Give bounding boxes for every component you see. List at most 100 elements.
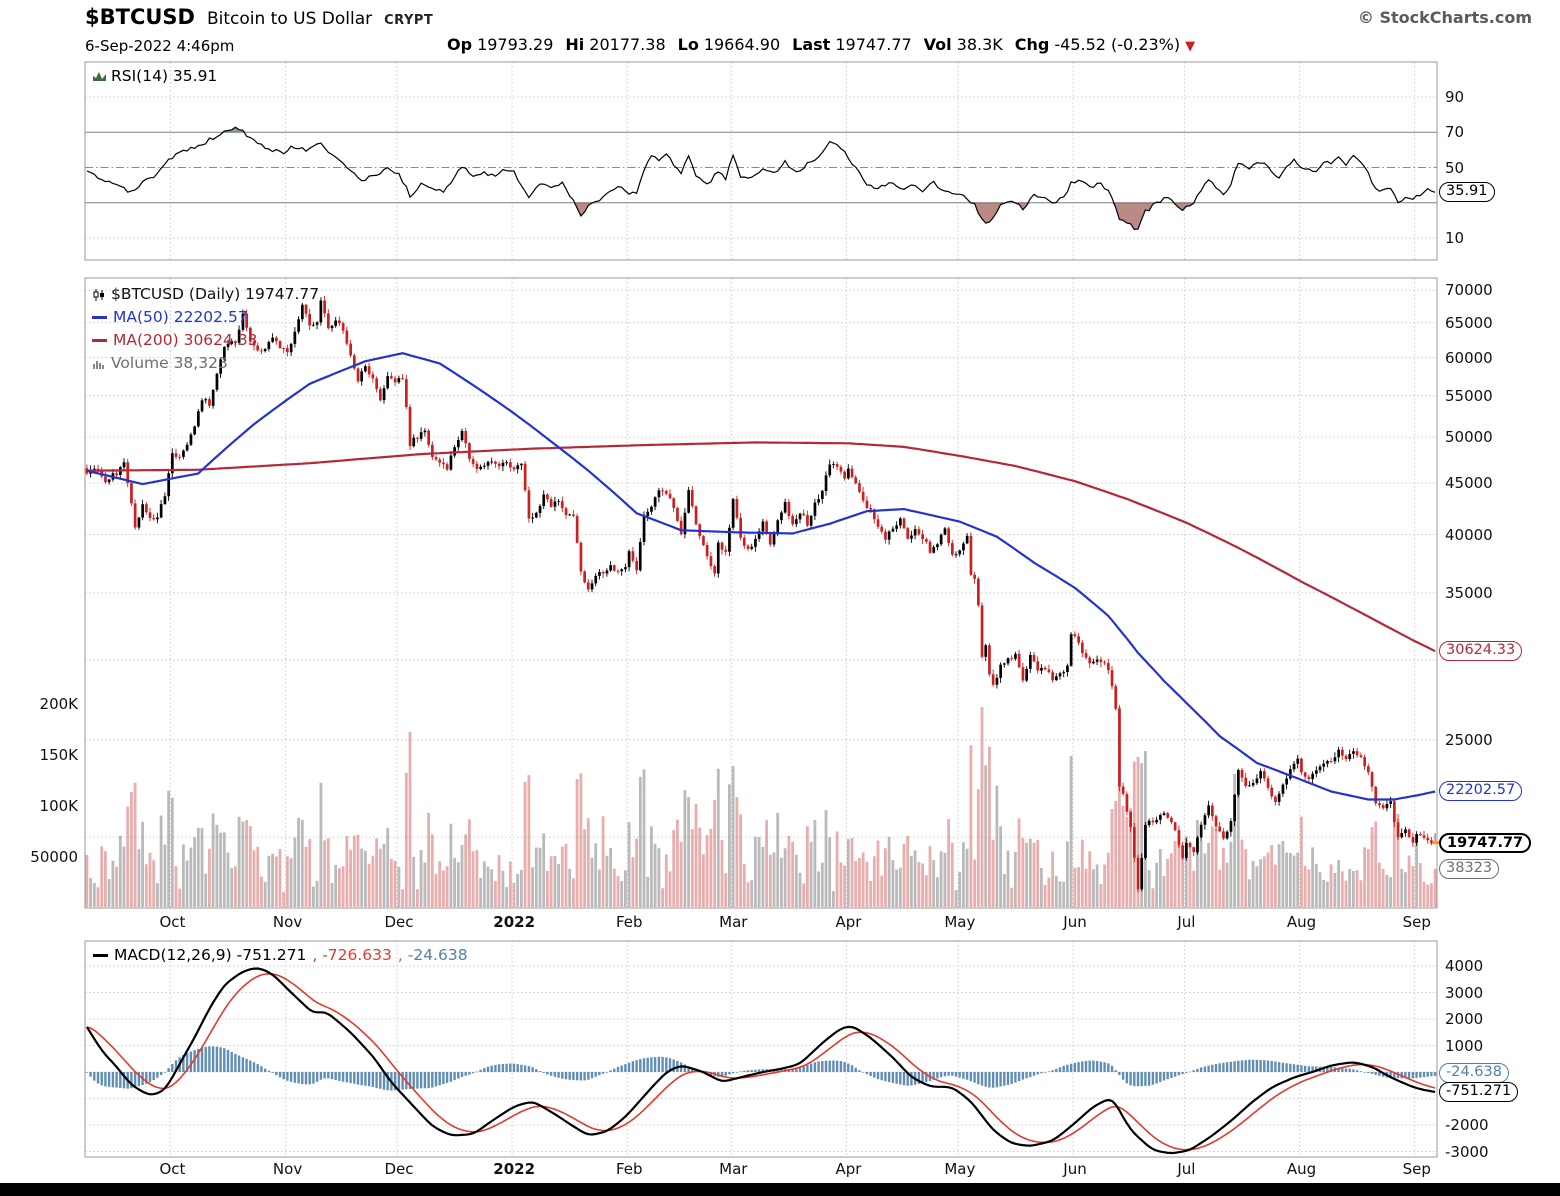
axis-callout: -24.638 xyxy=(1439,1062,1509,1083)
ma200-legend-row: MA(200) 30624.33 xyxy=(92,329,319,352)
rsi-overbought-fill xyxy=(86,127,1436,133)
price-axis-tick: 25000 xyxy=(1445,730,1493,749)
ma200-swatch xyxy=(92,339,107,342)
axis-callout: 22202.57 xyxy=(1439,781,1523,802)
quote-value-lo: 19664.90 xyxy=(703,35,781,54)
axis-callout: 19747.77 xyxy=(1439,832,1532,853)
instrument-name: Bitcoin to US Dollar xyxy=(206,9,373,29)
candle-bodies-up xyxy=(89,300,1418,890)
x-axis-month-label: Apr xyxy=(835,1160,862,1178)
change-down-triangle-icon: ▼ xyxy=(1185,39,1196,54)
macd-axis-tick: -3000 xyxy=(1445,1142,1489,1161)
x-axis-month-label: Mar xyxy=(719,1160,748,1178)
x-axis-month-label: Jun xyxy=(1063,913,1087,931)
x-axis-month-label: 2022 xyxy=(493,1160,536,1178)
price-axis-tick: 50000 xyxy=(1445,428,1493,447)
candlestick-icon xyxy=(92,288,105,302)
price-axis-tick: 70000 xyxy=(1445,281,1493,300)
x-axis-month-label: Sep xyxy=(1402,913,1431,931)
candle-wicks-down xyxy=(86,296,1436,893)
panel-border xyxy=(84,277,1438,909)
quote-value-op: 19793.29 xyxy=(477,35,554,54)
volume-bars-up xyxy=(89,751,1419,907)
volume-icon xyxy=(92,358,105,369)
header-title-row: $BTCUSD Bitcoin to US Dollar CRYPT xyxy=(85,5,433,29)
price-axis-tick: 65000 xyxy=(1445,313,1493,332)
quote-datetime: 6-Sep-2022 4:46pm xyxy=(85,37,235,55)
price-axis-tick: 60000 xyxy=(1445,348,1493,367)
price-axis-tick: 45000 xyxy=(1445,474,1493,493)
quote-label-hi: Hi xyxy=(565,35,585,54)
x-axis-month-label: Nov xyxy=(272,913,303,931)
x-axis-month-label: Jul xyxy=(1177,1160,1196,1178)
axis-callout: 38323 xyxy=(1439,858,1500,879)
volume-axis-tick: 200K xyxy=(39,695,78,713)
price-axis-tick: 55000 xyxy=(1445,386,1493,405)
volume-legend-row: Volume 38,323 xyxy=(92,352,319,375)
macd-line-swatch xyxy=(93,953,108,957)
volume-axis-tick: 50000 xyxy=(30,848,78,866)
rsi-line xyxy=(86,126,1436,231)
x-axis-month-label: Oct xyxy=(159,1160,186,1178)
macd-axis-tick: 1000 xyxy=(1445,1036,1484,1055)
ma50-line xyxy=(86,352,1436,801)
axis-callout: 30624.33 xyxy=(1439,641,1523,662)
rsi-oversold-fill xyxy=(86,202,1436,230)
ma200-legend: MA(200) 30624.33 xyxy=(113,331,258,349)
candle-wicks-up xyxy=(90,297,1418,892)
stockcharts-watermark-link[interactable]: © StockCharts.com xyxy=(1357,8,1532,27)
x-axis-month-label: Feb xyxy=(616,1160,643,1178)
x-axis-month-label: Sep xyxy=(1402,1160,1431,1178)
ticker-symbol: $BTCUSD xyxy=(85,5,195,29)
quote-value-vol: 38.3K xyxy=(956,35,1003,54)
x-axis-month-label: Apr xyxy=(835,913,862,931)
price-axis-tick: 35000 xyxy=(1445,583,1493,602)
macd-axis-tick: 4000 xyxy=(1445,957,1484,975)
x-axis-month-label: May xyxy=(944,913,976,931)
volume-axis-tick: 100K xyxy=(39,797,78,815)
volume-legend: Volume 38,323 xyxy=(111,354,228,372)
macd-axis-tick: 2000 xyxy=(1445,1010,1484,1028)
rsi-axis-tick: 50 xyxy=(1445,158,1465,177)
x-axis-month-label: Jul xyxy=(1177,913,1196,931)
macd-signal-line xyxy=(86,973,1436,1151)
price-legend: $BTCUSD (Daily) 19747.77 MA(50) 22202.57… xyxy=(92,283,319,375)
macd-legend-part-1: , -726.633 xyxy=(312,946,392,964)
rsi-axis-tick: 10 xyxy=(1445,229,1465,247)
macd-axis-tick: -2000 xyxy=(1445,1116,1489,1134)
quote-label-chg: Chg xyxy=(1014,35,1050,54)
ma200-line xyxy=(86,441,1436,653)
price-axis-tick: 40000 xyxy=(1445,525,1493,544)
panel-border xyxy=(84,61,1438,261)
exchange-label: CRYPT xyxy=(384,13,434,28)
quote-value-last: 19747.77 xyxy=(835,35,912,54)
macd-axis-tick: 3000 xyxy=(1445,983,1484,1002)
quote-value-hi: 20177.38 xyxy=(589,35,666,54)
x-axis-month-label: Nov xyxy=(272,1160,303,1178)
quote-label-op: Op xyxy=(447,35,473,54)
quote-label-vol: Vol xyxy=(923,35,952,54)
x-axis-month-label: May xyxy=(944,1160,976,1178)
ma50-swatch xyxy=(92,316,107,319)
last-price-marker xyxy=(1432,841,1440,845)
x-axis-month-label: 2022 xyxy=(493,913,536,931)
volume-bars-down xyxy=(85,707,1437,907)
ma50-legend-row: MA(50) 22202.57 xyxy=(92,306,319,329)
x-axis-month-label: Dec xyxy=(384,1160,414,1178)
price-legend-symbol: $BTCUSD (Daily) 19747.77 xyxy=(111,285,320,303)
x-axis-month-label: Oct xyxy=(159,913,186,931)
macd-legend-part-2: , -24.638 xyxy=(397,946,468,964)
quote-value-chg: -45.52 (-0.23%) xyxy=(1054,35,1181,54)
x-axis-month-label: Aug xyxy=(1286,913,1317,931)
quote-label-last: Last xyxy=(792,35,831,54)
x-axis-month-label: Mar xyxy=(719,913,748,931)
rsi-axis-tick: 90 xyxy=(1445,88,1465,106)
x-axis-month-label: Dec xyxy=(384,913,414,931)
quote-label-lo: Lo xyxy=(677,35,699,54)
macd-line xyxy=(85,967,1436,1155)
macd-histogram xyxy=(85,1046,1437,1091)
x-axis-month-label: Aug xyxy=(1286,1160,1317,1178)
axis-callout: 35.91 xyxy=(1439,182,1495,203)
bottom-bar xyxy=(0,1183,1560,1196)
